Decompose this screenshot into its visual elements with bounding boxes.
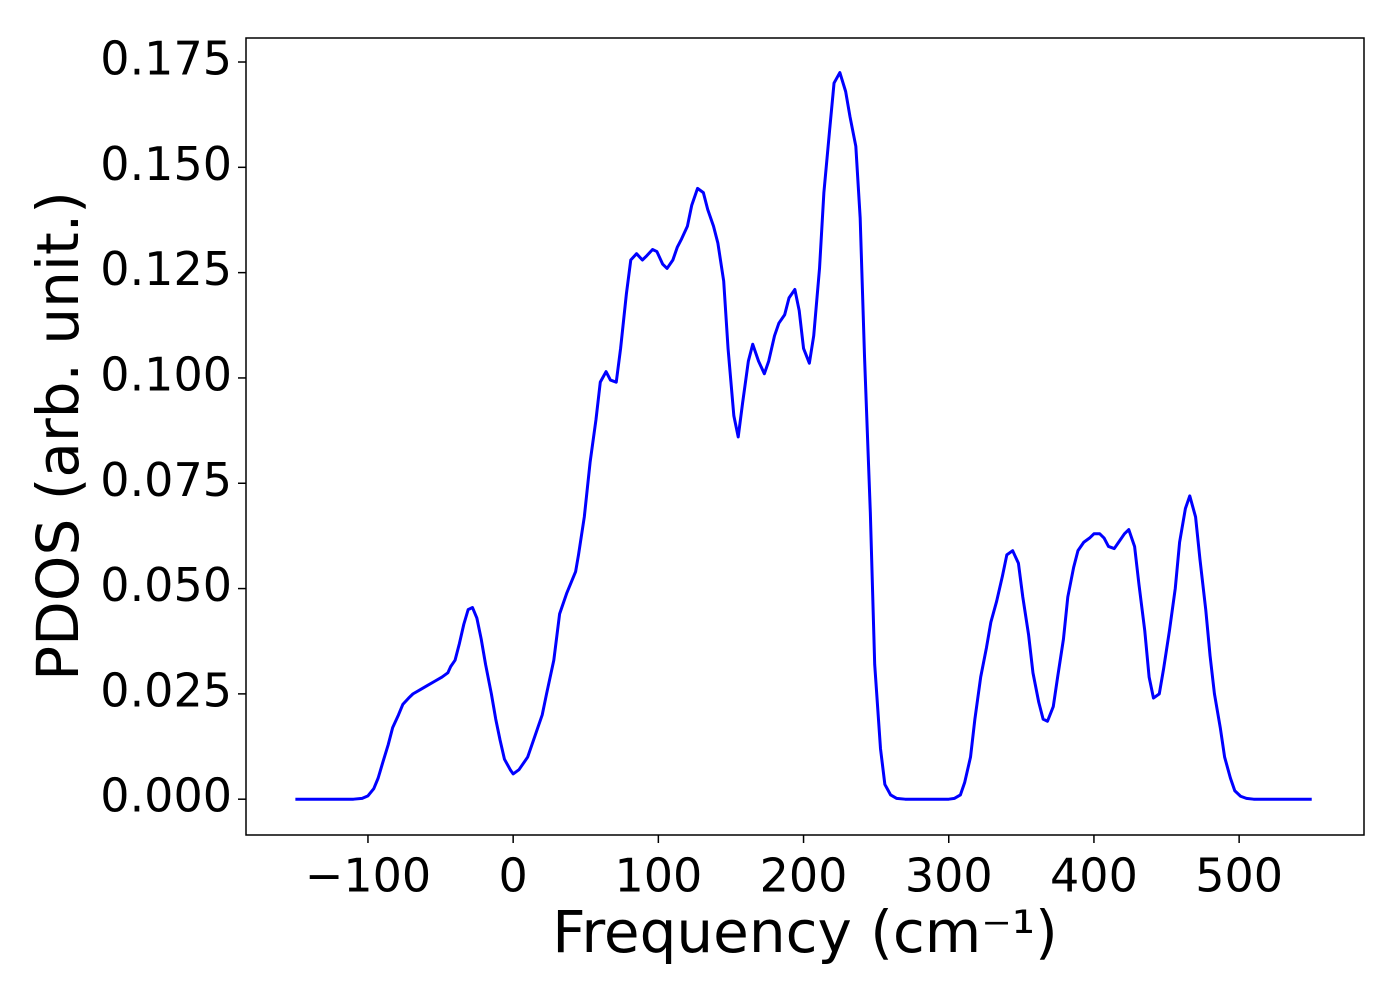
y-axis-label: PDOS (arb. unit.) [24,191,92,681]
x-tick-label: 0 [499,849,528,903]
x-tick-label: 100 [614,849,702,903]
y-tick-label: 0.050 [100,558,232,612]
y-tick-label: 0.175 [100,32,232,86]
data-line [295,71,1312,801]
x-tick-label: −100 [305,849,431,903]
x-tick-label: 400 [1050,849,1138,903]
y-tick-label: 0.000 [100,769,232,823]
y-tick-label: 0.100 [100,347,232,401]
y-tick-label: 0.150 [100,137,232,191]
plot-frame [245,37,1365,836]
x-tick-label: 500 [1195,849,1283,903]
x-axis-label: Frequency (cm⁻¹) [552,898,1058,966]
x-tick-label: 300 [905,849,993,903]
y-tick-label: 0.025 [100,663,232,717]
x-tick-label: 200 [760,849,848,903]
y-tick-label: 0.125 [100,242,232,296]
y-tick-label: 0.075 [100,453,232,507]
